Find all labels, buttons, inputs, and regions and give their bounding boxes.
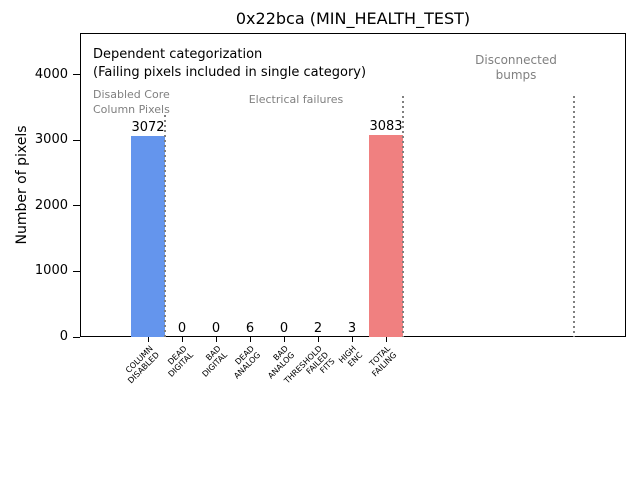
bar	[131, 135, 165, 337]
chart-title: 0x22bca (MIN_HEALTH_TEST)	[235, 9, 471, 28]
note-dependent-categorization: Dependent categorization	[93, 47, 263, 62]
note-failing-pixels: (Failing pixels included in single categ…	[93, 65, 367, 80]
x-tick-label: BAD DIGITAL	[200, 344, 229, 379]
bar-value-label: 3072	[131, 119, 165, 135]
bar-value-label: 0	[211, 321, 221, 336]
bar-value-label: 0	[279, 321, 289, 336]
bar-value-label: 2	[313, 320, 323, 336]
y-tick-mark	[73, 270, 80, 272]
group-label: Disabled Core Column Pixels	[93, 88, 170, 116]
x-tick-mark	[147, 337, 149, 342]
bar-value-label: 3083	[369, 118, 403, 134]
y-tick-label: 0	[59, 329, 68, 344]
bar-value-label: 3	[347, 320, 357, 336]
x-tick-label: COLUMN DISABLED	[123, 344, 161, 386]
x-tick-label: HIGH ENC	[337, 344, 365, 369]
bar-value-label: 0	[177, 321, 187, 336]
category-divider-line	[402, 96, 404, 337]
plot-area	[80, 33, 626, 337]
y-tick-mark	[73, 336, 80, 338]
y-tick-label: 3000	[34, 132, 68, 148]
category-divider-line	[163, 115, 166, 337]
x-tick-mark	[351, 337, 353, 342]
y-tick-mark	[73, 139, 80, 141]
group-label: Disconnected bumps	[475, 53, 557, 82]
y-tick-label: 4000	[34, 66, 68, 82]
y-tick-label: 1000	[34, 263, 68, 279]
x-tick-mark	[181, 337, 183, 342]
category-divider-line	[572, 96, 575, 337]
x-tick-label: DEAD DIGITAL	[165, 344, 195, 379]
y-tick-mark	[73, 205, 80, 207]
y-tick-mark	[73, 74, 80, 76]
bar	[369, 134, 403, 337]
group-label: Electrical failures	[248, 93, 344, 106]
x-tick-label: DEAD ANALOG	[232, 344, 263, 381]
x-tick-mark	[215, 337, 217, 342]
x-tick-mark	[317, 337, 319, 342]
x-tick-mark	[283, 337, 285, 342]
x-tick-mark	[249, 337, 251, 342]
bar-value-label: 6	[245, 320, 255, 336]
x-tick-mark	[385, 337, 387, 342]
y-tick-label: 2000	[34, 197, 68, 213]
x-tick-label: TOTAL FAILING	[368, 344, 399, 379]
